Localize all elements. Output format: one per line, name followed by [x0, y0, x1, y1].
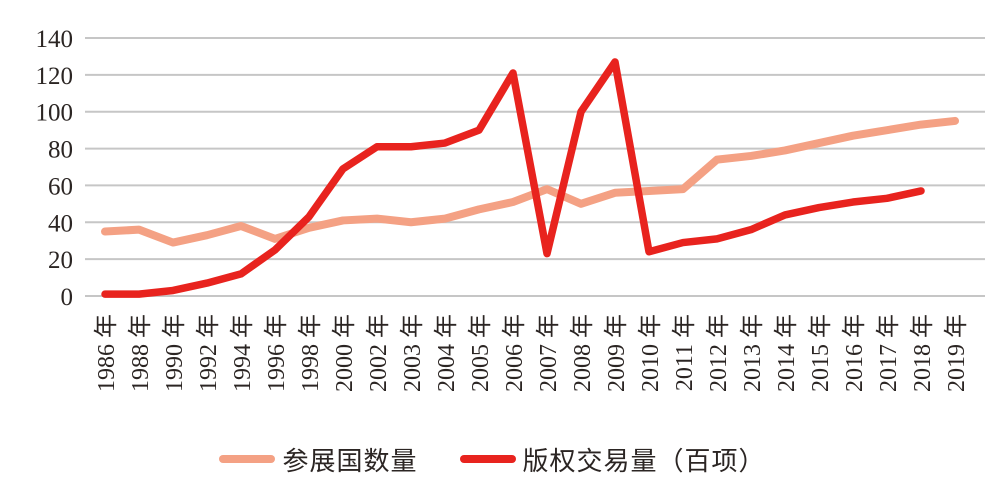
series-line-copyright-trades: [101, 58, 925, 298]
x-axis-tick-label: 2012 年: [705, 314, 732, 392]
y-axis-tick-label: 60: [48, 173, 73, 200]
x-axis-tick-label: 2006 年: [501, 314, 528, 392]
series-line-participating-countries: [101, 116, 959, 247]
x-axis-tick-label: 2007 年: [535, 314, 562, 392]
y-axis-tick-label: 100: [36, 100, 74, 127]
x-axis-tick-label: 2017 年: [875, 314, 902, 392]
x-axis-tick-label: 2008 年: [569, 314, 596, 392]
x-axis-tick-label: 2009 年: [603, 314, 630, 392]
y-axis-tick-label: 80: [48, 137, 73, 164]
x-axis-tick-label: 2014 年: [773, 314, 800, 392]
x-axis-tick-label: 2002 年: [365, 314, 392, 392]
y-axis-tick-label: 20: [48, 247, 73, 274]
legend-item-copyright-trades: 版权交易量（百项）: [459, 441, 766, 478]
legend-label-participating-countries: 参展国数量: [282, 446, 418, 476]
x-axis-tick-label: 2005 年: [467, 314, 494, 392]
x-axis-tick-label: 1992 年: [195, 314, 222, 392]
x-axis-tick-label: 2016 年: [841, 314, 868, 392]
y-axis-tick-label: 140: [36, 26, 74, 53]
x-axis-tick-label: 1998 年: [297, 314, 324, 392]
legend-swatch-participating-countries: [219, 455, 276, 463]
y-axis-tick-label: 0: [61, 284, 74, 311]
chart-legend: 参展国数量 版权交易量（百项）: [0, 438, 985, 480]
x-axis-tick-label: 2000 年: [331, 314, 358, 392]
x-axis-tick-label: 2003 年: [399, 314, 426, 392]
x-axis-tick-label: 1988 年: [127, 314, 154, 392]
x-axis-tick-label: 1986 年: [93, 314, 120, 392]
x-axis-tick-label: 2018 年: [909, 314, 936, 392]
x-axis-tick-label: 1994 年: [229, 314, 256, 392]
x-axis-tick-label: 2011 年: [671, 314, 698, 391]
line-chart: 0 20 40 60 80 100 120 140 1986 年 1988 年 1990 年 1992…: [36, 26, 985, 392]
legend-label-copyright-trades: 版权交易量（百项）: [522, 446, 766, 476]
x-axis-tick-label: 2019 年: [943, 314, 970, 392]
legend-swatch-copyright-trades: [459, 455, 516, 463]
y-axis-tick-label: 120: [36, 63, 74, 90]
x-axis-tick-label: 1996 年: [263, 314, 290, 392]
y-axis-tick-label: 40: [48, 210, 73, 237]
legend-item-participating-countries: 参展国数量: [219, 441, 417, 478]
x-axis-tick-label: 2010 年: [637, 314, 664, 392]
x-axis-tick-label: 1990 年: [161, 314, 188, 392]
x-axis-tick-label: 2013 年: [739, 314, 766, 392]
x-axis-tick-label: 2015 年: [807, 314, 834, 392]
x-axis-tick-label: 2004 年: [433, 314, 460, 392]
